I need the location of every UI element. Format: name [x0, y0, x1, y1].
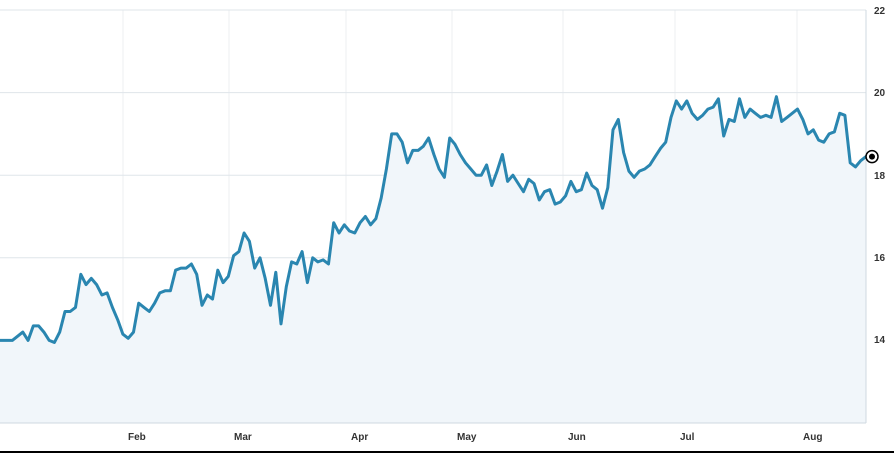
y-tick-label: 18	[874, 171, 886, 182]
x-tick-label: Jul	[680, 432, 695, 443]
y-tick-label: 16	[874, 253, 886, 264]
last-value-marker-dot	[869, 153, 875, 160]
x-tick-label: Apr	[351, 432, 368, 443]
x-tick-label: May	[457, 432, 477, 443]
y-tick-label: 20	[874, 88, 886, 99]
y-tick-labels: 22 20 18 16 14	[874, 6, 886, 346]
x-tick-label: Aug	[803, 432, 822, 443]
series-area-fill	[0, 96, 866, 423]
series-line	[0, 95, 868, 344]
x-tick-label: Jun	[568, 432, 586, 443]
y-tick-label: 14	[874, 335, 886, 346]
x-tick-label: Feb	[128, 432, 146, 443]
x-tick-label: Mar	[234, 432, 252, 443]
y-tick-label: 22	[874, 6, 886, 17]
last-value-marker[interactable]	[865, 149, 879, 164]
x-tick-labels: Feb Mar Apr May Jun Jul Aug	[128, 432, 822, 443]
